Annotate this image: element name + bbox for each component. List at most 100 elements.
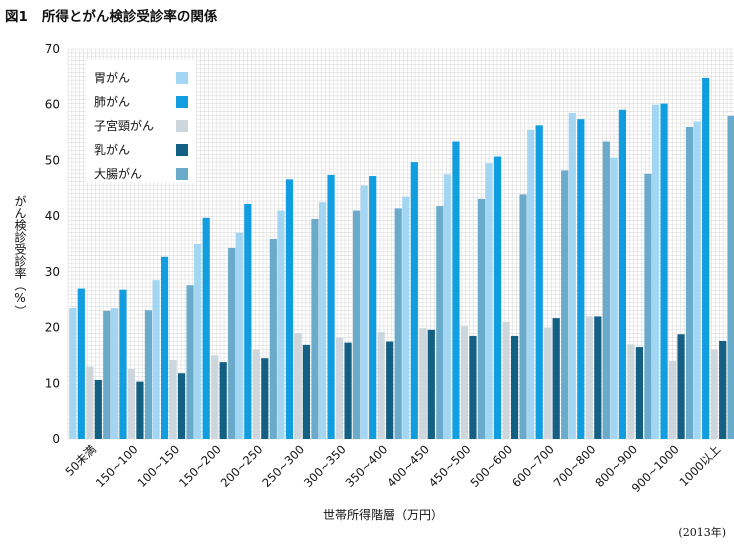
bar xyxy=(327,174,335,439)
x-tick-label: 700~800 xyxy=(551,442,599,490)
bar xyxy=(311,218,319,439)
bar xyxy=(86,366,94,439)
bar xyxy=(127,368,136,439)
y-tick-label: 10 xyxy=(45,376,60,390)
bar xyxy=(211,355,219,439)
y-tick-label: 70 xyxy=(45,42,60,56)
bar xyxy=(443,174,452,440)
bar xyxy=(302,344,311,439)
x-tick-label: 450~500 xyxy=(426,442,474,490)
bar xyxy=(277,210,285,439)
bar xyxy=(344,342,352,439)
bar xyxy=(527,129,535,440)
bar xyxy=(219,362,227,439)
bar xyxy=(318,202,327,439)
x-tick-label: 400~450 xyxy=(384,442,432,490)
bar xyxy=(460,325,469,439)
bar xyxy=(502,322,510,439)
legend-label: 肺がん xyxy=(94,94,130,109)
bar xyxy=(651,104,660,440)
bar xyxy=(360,185,368,439)
bar xyxy=(427,329,435,439)
y-tick-label: 40 xyxy=(45,209,60,223)
bar xyxy=(436,206,444,439)
bar xyxy=(285,179,294,439)
x-tick-label: 300~350 xyxy=(301,442,349,490)
bar xyxy=(668,361,677,439)
bar xyxy=(568,113,576,439)
x-tick-label: 350~400 xyxy=(343,442,391,490)
y-tick-label: 50 xyxy=(45,153,60,167)
bar xyxy=(186,285,194,439)
bar xyxy=(377,332,385,439)
x-tick-label: 500~600 xyxy=(467,442,515,490)
x-tick-label: 150~100 xyxy=(93,442,141,490)
bar xyxy=(685,127,694,439)
bar xyxy=(594,316,602,439)
bar xyxy=(110,308,119,439)
bar xyxy=(677,334,685,439)
bar xyxy=(710,349,718,439)
legend-label: 子宮頸がん xyxy=(94,118,154,133)
bar xyxy=(519,194,527,439)
bar xyxy=(702,77,710,439)
bar xyxy=(252,349,260,439)
bar xyxy=(602,141,610,440)
bar xyxy=(552,318,560,439)
x-tick-label: 250~300 xyxy=(259,442,307,490)
legend-label: 胃がん xyxy=(94,70,130,85)
x-tick-label: 50未満 xyxy=(62,442,99,479)
bar xyxy=(618,109,627,439)
x-tick-label: 1000以上 xyxy=(676,442,723,489)
bar xyxy=(644,173,652,440)
bar xyxy=(469,335,477,439)
y-tick-label: 30 xyxy=(45,265,60,279)
year-note: (2013年) xyxy=(678,526,726,539)
legend-swatch xyxy=(176,120,188,132)
bar xyxy=(160,256,169,439)
bar xyxy=(177,373,186,439)
bar xyxy=(352,210,361,439)
legend-swatch xyxy=(176,72,188,84)
legend-label: 乳がん xyxy=(94,142,130,157)
y-tick-label: 0 xyxy=(52,432,60,446)
figure-title-text: 所得とがん検診受診率の関係 xyxy=(41,9,218,25)
bar xyxy=(561,170,569,439)
bar xyxy=(693,121,701,440)
bar xyxy=(244,203,252,439)
legend-label: 大腸がん xyxy=(94,166,142,181)
bar xyxy=(635,347,644,439)
bar xyxy=(493,156,502,439)
bar xyxy=(719,340,727,439)
bar xyxy=(294,333,302,439)
bar xyxy=(335,337,344,439)
bar xyxy=(585,316,593,439)
bar xyxy=(510,335,519,439)
bar xyxy=(144,310,153,439)
bar xyxy=(169,359,177,439)
bar xyxy=(577,119,585,439)
bar xyxy=(103,310,111,439)
bar xyxy=(535,125,543,439)
x-tick-label: 200~250 xyxy=(218,442,266,490)
bar xyxy=(269,238,277,439)
y-tick-label: 20 xyxy=(45,321,60,335)
legend-swatch xyxy=(176,168,188,180)
bar xyxy=(419,328,427,439)
bar xyxy=(69,308,77,439)
bar xyxy=(610,157,618,439)
bar xyxy=(452,141,460,440)
x-axis-label: 世帯所得階層（万円） xyxy=(323,507,443,522)
bar xyxy=(485,163,493,439)
bar xyxy=(727,115,734,440)
figure-title: 図1 所得とがん検診受診率の関係 xyxy=(5,5,217,25)
bar xyxy=(477,198,486,439)
bar xyxy=(544,327,552,439)
figure-number: 図1 xyxy=(5,9,28,25)
bar xyxy=(194,244,202,439)
y-tick-label: 60 xyxy=(45,98,60,112)
bar xyxy=(660,103,668,439)
legend-swatch xyxy=(176,96,188,108)
bar xyxy=(627,344,635,439)
